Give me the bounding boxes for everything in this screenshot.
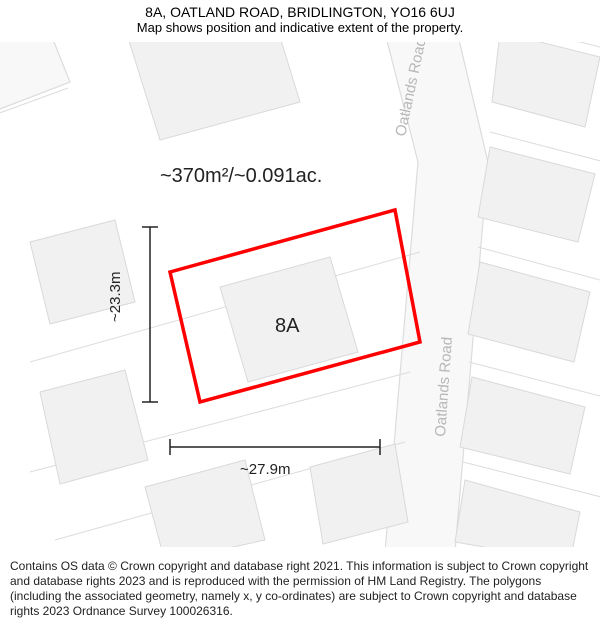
map-area: ~370m²/~0.091ac.8A~27.9m~23.3mOatlands R…: [0, 42, 600, 547]
header: 8A, OATLAND ROAD, BRIDLINGTON, YO16 6UJ …: [0, 0, 600, 35]
page-container: 8A, OATLAND ROAD, BRIDLINGTON, YO16 6UJ …: [0, 0, 600, 625]
property-label: 8A: [275, 315, 300, 337]
header-title: 8A, OATLAND ROAD, BRIDLINGTON, YO16 6UJ: [0, 4, 600, 20]
height-label: ~23.3m: [107, 272, 124, 322]
area-label: ~370m²/~0.091ac.: [160, 165, 322, 187]
width-label: ~27.9m: [240, 461, 290, 478]
header-subtitle: Map shows position and indicative extent…: [0, 20, 600, 35]
map-svg: ~370m²/~0.091ac.8A~27.9m~23.3mOatlands R…: [0, 42, 600, 547]
footer-text: Contains OS data © Crown copyright and d…: [10, 559, 590, 619]
